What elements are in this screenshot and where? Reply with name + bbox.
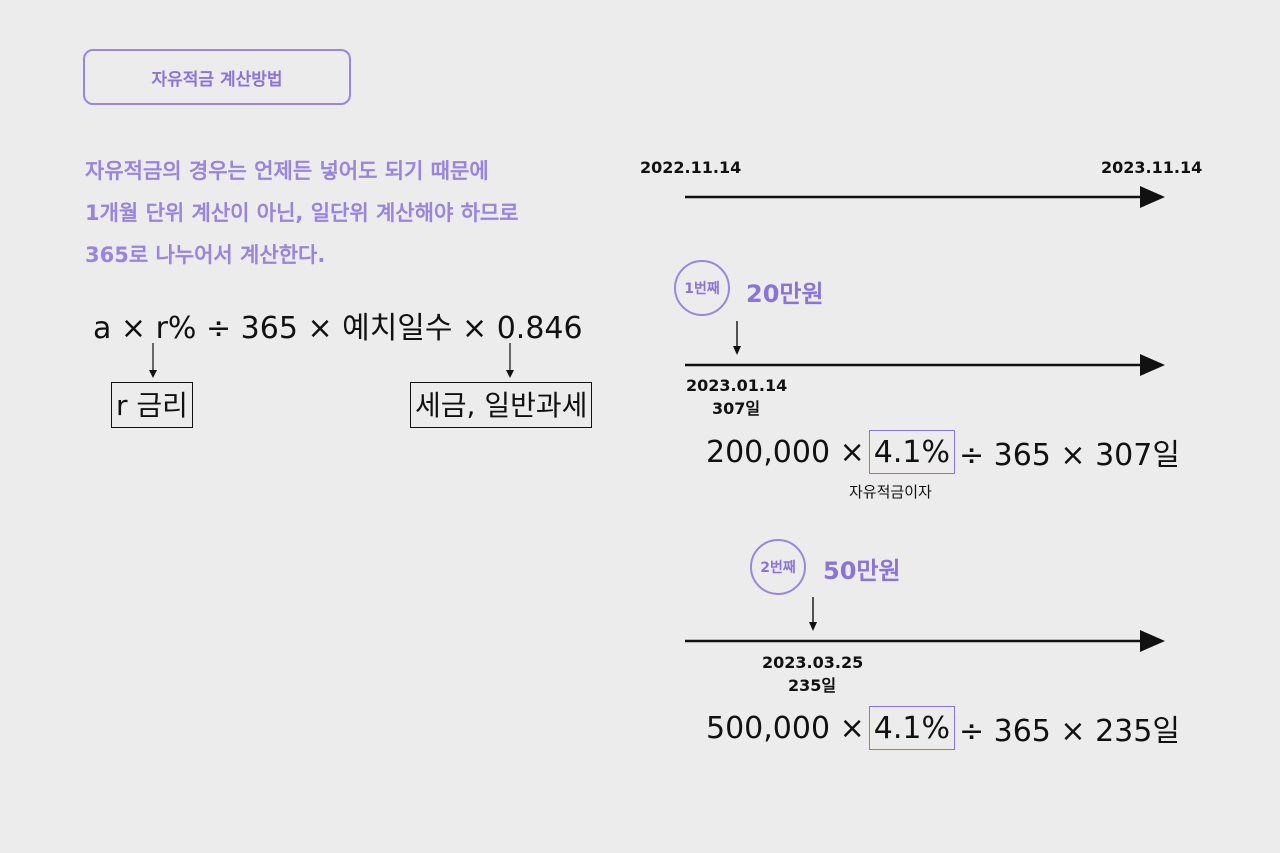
pointer-arrow-tax: [506, 343, 514, 378]
timeline-main-arrow: [685, 186, 1165, 208]
deposit1-days: 307일: [711, 399, 761, 418]
deposit2-amount: 50만원: [823, 557, 901, 585]
intro-line-3: 365로 나누어서 계산한다.: [85, 243, 326, 267]
deposit2-badge: 2번째: [750, 539, 806, 595]
deposit1-badge: 1번째: [674, 260, 730, 316]
intro-line-1: 자유적금의 경우는 언제든 넣어도 되기 때문에: [85, 159, 489, 183]
deposit1-amount: 20만원: [746, 280, 824, 308]
deposit2-rest: ÷ 365 × 235일: [958, 714, 1180, 749]
deposit1-rest: ÷ 365 × 307일: [958, 438, 1180, 473]
deposit1-principal: 200,000 ×: [706, 434, 865, 470]
pointer-arrow-rate: [149, 343, 157, 378]
page-title: 자유적금 계산방법: [151, 69, 283, 90]
timeline-end-date: 2023.11.14: [1101, 158, 1203, 177]
timeline-deposit1-arrow: [685, 354, 1165, 376]
deposit2-date: 2023.03.25: [762, 653, 864, 672]
deposit1-date-block: 2023.01.14 307일: [686, 376, 788, 419]
rate-note-box: r 금리: [111, 382, 193, 428]
tax-note: 세금, 일반과세: [415, 389, 588, 422]
pointer-arrow-deposit1: [733, 321, 741, 355]
intro-line-2: 1개월 단위 계산이 아닌, 일단위 계산해야 하므로: [85, 201, 519, 225]
deposit2-principal: 500,000 ×: [706, 710, 865, 746]
deposit2-days: 235일: [787, 676, 837, 695]
timeline-deposit2-arrow: [685, 630, 1165, 652]
pointer-arrow-deposit2: [809, 597, 817, 631]
deposit1-badge-label: 1번째: [684, 281, 720, 297]
deposit2-badge-label: 2번째: [760, 560, 796, 576]
intro-text: 자유적금의 경우는 언제든 넣어도 되기 때문에 1개월 단위 계산이 아닌, …: [85, 150, 519, 276]
deposit1-date: 2023.01.14: [686, 376, 788, 395]
deposit2-calculation: 500,000 × 4.1% ÷ 365 × 235일: [706, 706, 1180, 750]
deposit1-rate-box: 4.1%: [868, 430, 955, 474]
timeline-start-date: 2022.11.14: [640, 158, 742, 177]
tax-note-box: 세금, 일반과세: [410, 382, 593, 428]
rate-note: r 금리: [116, 389, 188, 422]
interest-formula: a × r% ÷ 365 × 예치일수 × 0.846: [93, 311, 583, 346]
deposit1-calculation: 200,000 × 4.1% ÷ 365 × 307일: [706, 430, 1180, 474]
deposit2-rate-box: 4.1%: [868, 706, 955, 750]
deposit1-caption: 자유적금이자: [849, 483, 932, 501]
deposit2-date-block: 2023.03.25 235일: [762, 653, 864, 696]
page-title-box: 자유적금 계산방법: [83, 49, 351, 105]
